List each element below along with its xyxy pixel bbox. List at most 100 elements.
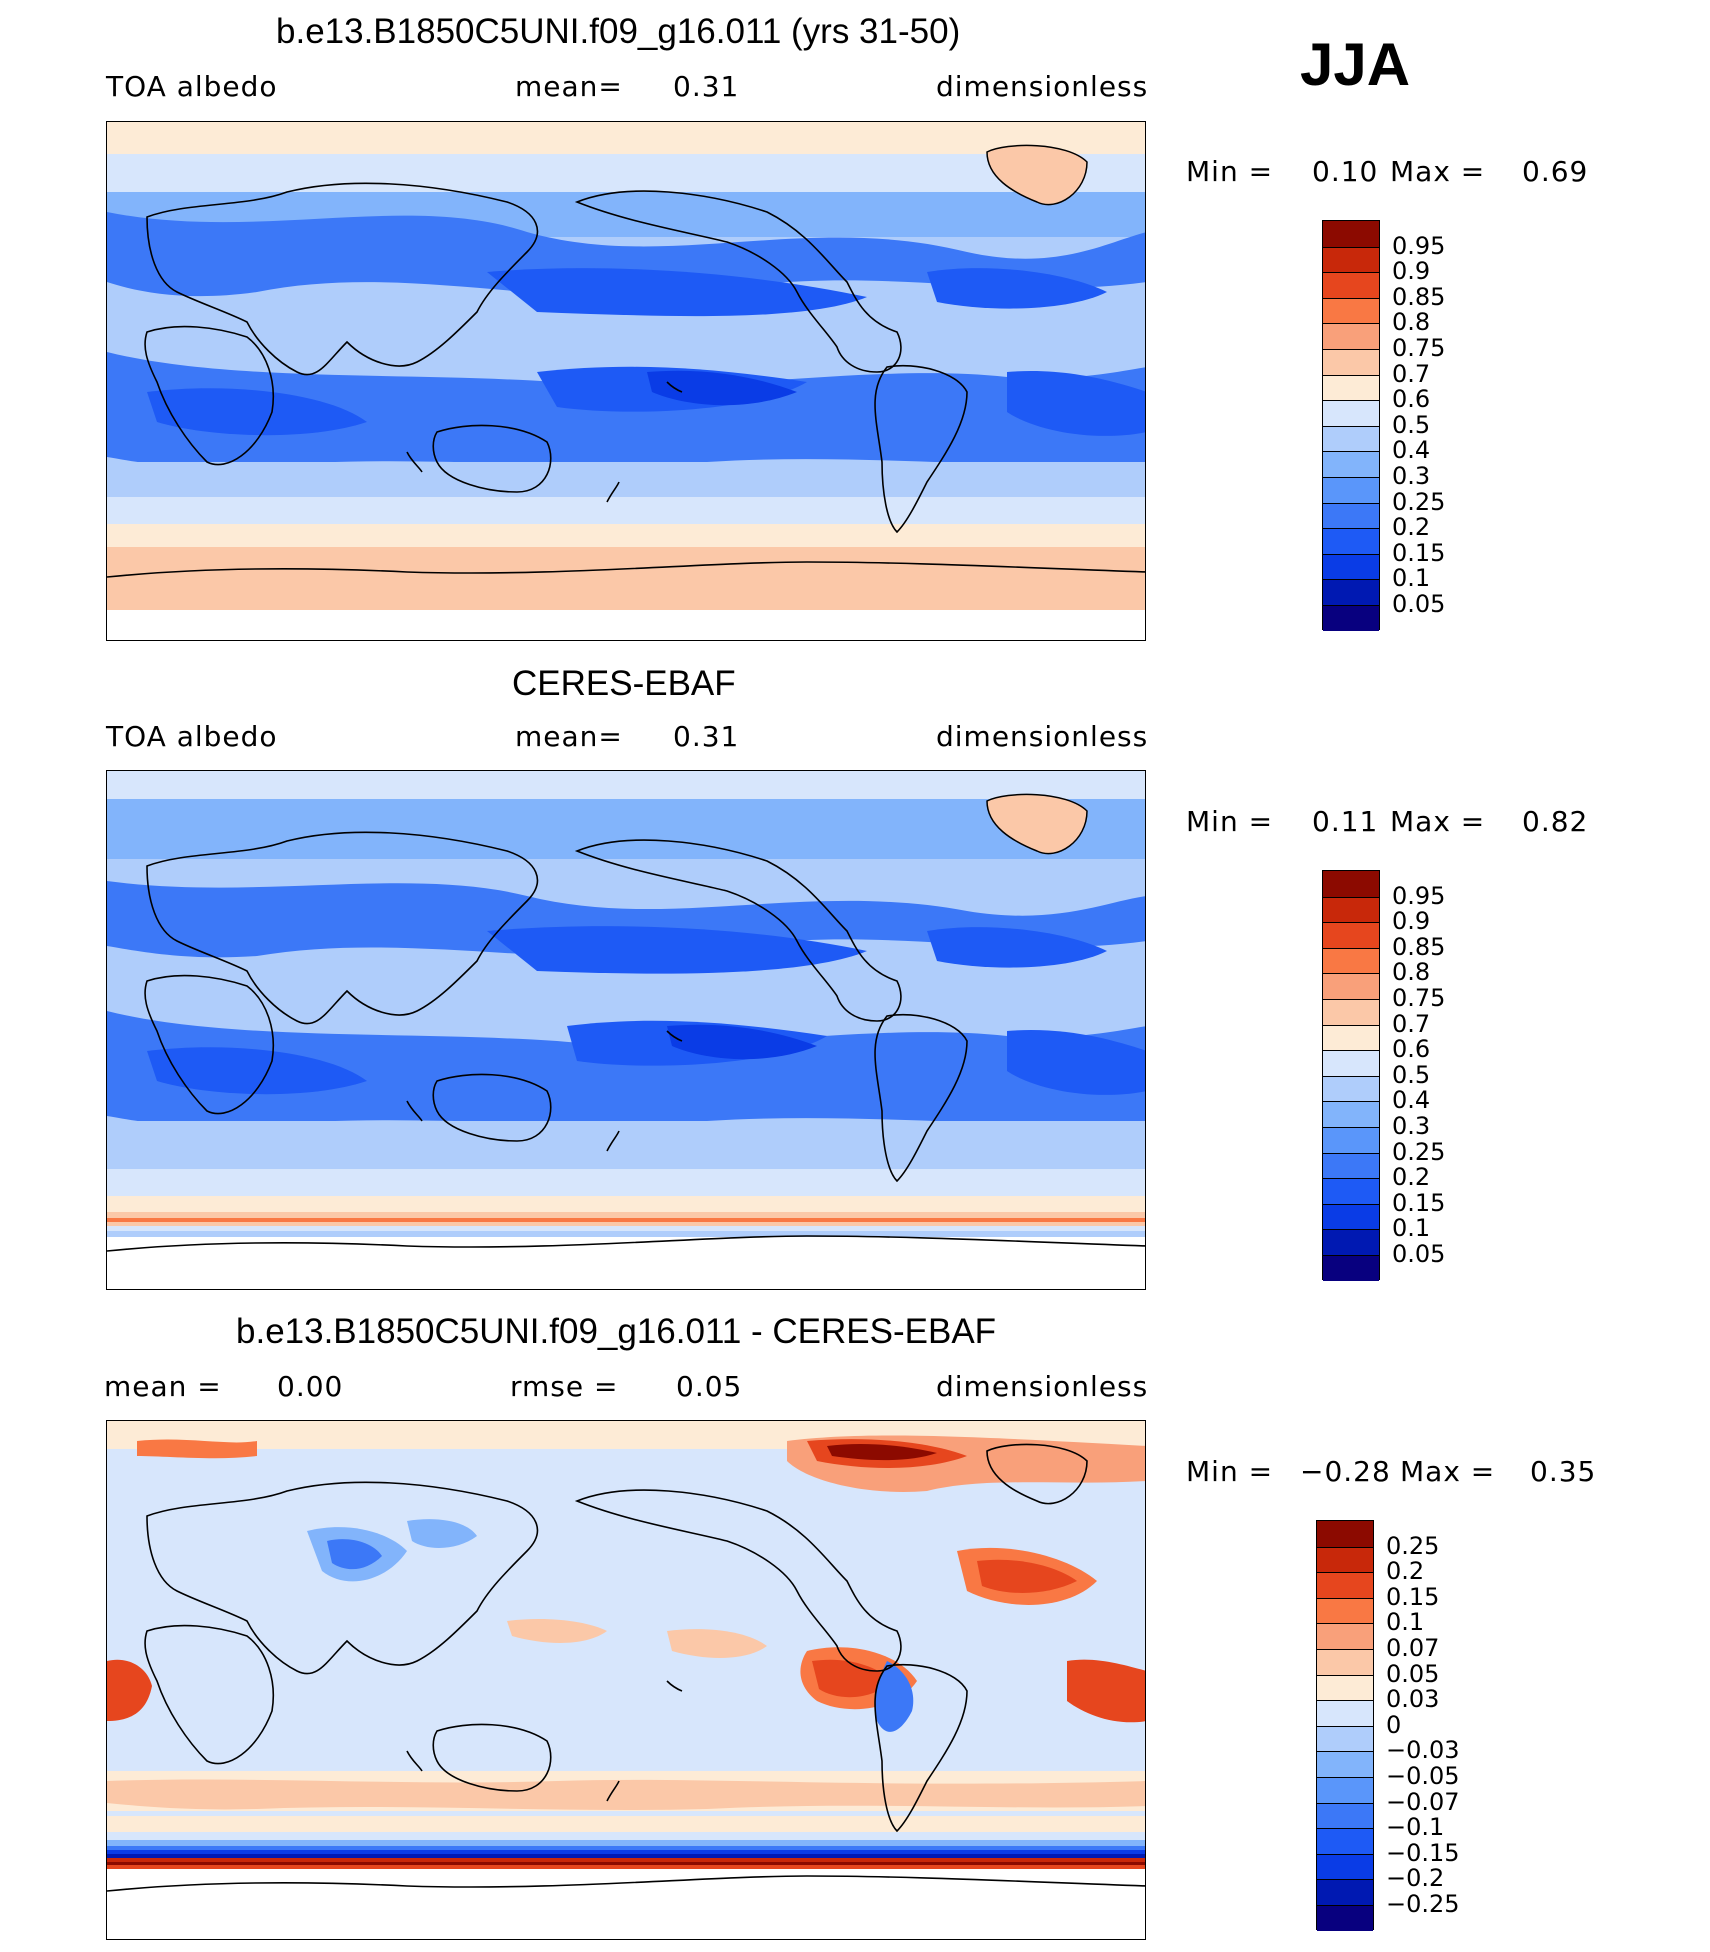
- colorbar-label: 0.05: [1392, 590, 1446, 618]
- panel1-colorbar-box: [1322, 220, 1380, 631]
- colorbar-segment: [1323, 1024, 1379, 1051]
- panel1-mean-value: 0.31: [673, 70, 740, 103]
- colorbar-label: 0.8: [1392, 308, 1431, 337]
- colorbar-label: 0.6: [1392, 1035, 1431, 1064]
- colorbar-label: 0.75: [1392, 334, 1446, 362]
- colorbar-segment: [1317, 1648, 1373, 1675]
- panel2-min-label: Min =: [1186, 805, 1274, 838]
- colorbar-segment: [1323, 1203, 1379, 1230]
- colorbar-segment: [1323, 604, 1379, 631]
- panel3-max-value: 0.35: [1530, 1455, 1597, 1488]
- colorbar-segment: [1323, 400, 1379, 426]
- colorbar-label: 0.07: [1386, 1634, 1440, 1662]
- colorbar-segment: [1323, 1075, 1379, 1102]
- colorbar-label: −0.07: [1386, 1787, 1460, 1816]
- colorbar-segment: [1323, 221, 1379, 247]
- colorbar-label: −0.05: [1386, 1762, 1460, 1790]
- colorbar-segment: [1317, 1853, 1373, 1880]
- colorbar-label: 0.7: [1392, 359, 1431, 388]
- panel3-map-svg: [107, 1421, 1145, 1939]
- colorbar-segment: [1317, 1879, 1373, 1905]
- colorbar-segment: [1323, 579, 1379, 605]
- colorbar-label: 0.95: [1392, 231, 1446, 260]
- colorbar-segment: [1323, 1126, 1379, 1153]
- colorbar-label: −0.03: [1386, 1736, 1460, 1765]
- colorbar-label: 0.75: [1392, 984, 1446, 1012]
- colorbar-label: 0.15: [1392, 1188, 1446, 1217]
- colorbar-label: −0.1: [1386, 1813, 1445, 1842]
- panel1-map: [106, 121, 1146, 641]
- panel3-colorbar-box: [1316, 1520, 1374, 1931]
- colorbar-label: 0.6: [1392, 385, 1431, 414]
- colorbar-label: 0.7: [1392, 1009, 1431, 1038]
- colorbar-segment: [1323, 425, 1379, 452]
- colorbar-segment: [1323, 323, 1379, 349]
- colorbar-segment: [1323, 272, 1379, 298]
- colorbar-label: 0.85: [1392, 282, 1446, 311]
- colorbar-label: 0.2: [1392, 1163, 1431, 1192]
- panel3-mean-label: mean =: [104, 1370, 222, 1403]
- panel3-rmse-value: 0.05: [676, 1370, 743, 1403]
- panel1-min-value: 0.10: [1312, 155, 1379, 188]
- colorbar-segment: [1323, 1101, 1379, 1127]
- panel1-max-label: Max =: [1390, 155, 1486, 188]
- colorbar-segment: [1323, 502, 1379, 529]
- colorbar-label: 0.9: [1392, 257, 1431, 286]
- colorbar-label: 0.15: [1386, 1582, 1440, 1611]
- panel2-max-value: 0.82: [1522, 805, 1589, 838]
- colorbar-label: 0.05: [1386, 1659, 1440, 1688]
- colorbar-segment: [1317, 1751, 1373, 1777]
- colorbar-label: 0.03: [1386, 1685, 1440, 1714]
- panel2-mean-label: mean=: [515, 720, 623, 753]
- colorbar-segment: [1317, 1597, 1373, 1624]
- panel3-rmse-label: rmse =: [510, 1370, 619, 1403]
- panel2-map: [106, 770, 1146, 1290]
- colorbar-segment: [1323, 1050, 1379, 1076]
- season-label: JJA: [1300, 31, 1411, 98]
- panel1-mean-label: mean=: [515, 70, 623, 103]
- colorbar-segment: [1317, 1623, 1373, 1649]
- panel2-mean-value: 0.31: [673, 720, 740, 753]
- panel1-units: dimensionless: [936, 70, 1149, 103]
- colorbar-segment: [1323, 374, 1379, 401]
- colorbar-label: 0.85: [1392, 932, 1446, 961]
- colorbar-segment: [1317, 1521, 1373, 1547]
- panel3-mean-value: 0.00: [277, 1370, 344, 1403]
- colorbar-segment: [1317, 1725, 1373, 1752]
- panel1-variable: TOA albedo: [106, 70, 278, 103]
- colorbar-segment: [1323, 1178, 1379, 1204]
- panel2-title: CERES-EBAF: [512, 664, 736, 703]
- colorbar-label: 0.9: [1392, 907, 1431, 936]
- colorbar-label: 0.2: [1386, 1557, 1425, 1586]
- panel2-min-value: 0.11: [1312, 805, 1379, 838]
- colorbar-segment: [1323, 947, 1379, 974]
- colorbar-segment: [1317, 1572, 1373, 1598]
- colorbar-label: 0.8: [1392, 958, 1431, 987]
- panel2-units: dimensionless: [936, 720, 1149, 753]
- colorbar-label: 0.2: [1392, 513, 1431, 542]
- colorbar-label: 0.1: [1392, 564, 1431, 593]
- colorbar-label: −0.15: [1386, 1838, 1460, 1867]
- colorbar-label: −0.2: [1386, 1864, 1445, 1893]
- colorbar-label: 0.4: [1392, 436, 1431, 465]
- panel1-title: b.e13.B1850C5UNI.f09_g16.011 (yrs 31-50): [276, 12, 961, 51]
- colorbar-label: 0.1: [1392, 1214, 1431, 1243]
- colorbar-segment: [1323, 1229, 1379, 1255]
- colorbar-label: 0: [1386, 1710, 1402, 1739]
- panel3-title: b.e13.B1850C5UNI.f09_g16.011 - CERES-EBA…: [236, 1312, 997, 1351]
- colorbar-label: 0.1: [1386, 1608, 1425, 1637]
- panel2-map-svg: [107, 771, 1145, 1289]
- colorbar-label: 0.25: [1392, 487, 1446, 516]
- colorbar-segment: [1317, 1776, 1373, 1803]
- colorbar-segment: [1317, 1546, 1373, 1573]
- colorbar-label: 0.5: [1392, 410, 1431, 439]
- panel3-max-label: Max =: [1400, 1455, 1496, 1488]
- colorbar-segment: [1317, 1674, 1373, 1701]
- panel3-units: dimensionless: [936, 1370, 1149, 1403]
- colorbar-segment: [1323, 528, 1379, 554]
- colorbar-segment: [1323, 998, 1379, 1025]
- colorbar-segment: [1323, 553, 1379, 580]
- panel2-max-label: Max =: [1390, 805, 1486, 838]
- colorbar-label: 0.25: [1386, 1531, 1440, 1560]
- colorbar-segment: [1317, 1828, 1373, 1854]
